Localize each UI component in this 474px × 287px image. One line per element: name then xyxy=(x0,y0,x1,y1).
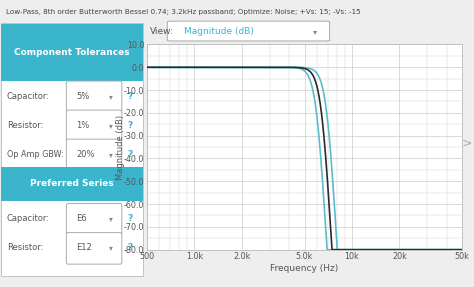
Y-axis label: Magnitude (dB): Magnitude (dB) xyxy=(117,115,126,180)
Text: ?: ? xyxy=(128,214,133,223)
Text: Low-Pass, 8th order Butterworth Bessel 0.74; 3.2kHz passband; Optimize: Noise; +: Low-Pass, 8th order Butterworth Bessel 0… xyxy=(6,9,360,15)
Text: View:: View: xyxy=(149,28,173,36)
FancyBboxPatch shape xyxy=(66,203,122,235)
Text: E6: E6 xyxy=(76,214,87,223)
FancyBboxPatch shape xyxy=(66,110,122,142)
Text: Capacitor:: Capacitor: xyxy=(7,92,50,101)
Text: ?: ? xyxy=(128,150,133,159)
Text: Preferred Series: Preferred Series xyxy=(30,179,114,188)
FancyBboxPatch shape xyxy=(1,23,143,276)
Text: Capacitor:: Capacitor: xyxy=(7,214,50,223)
Text: Component Tolerances: Component Tolerances xyxy=(14,48,130,57)
Text: ?: ? xyxy=(128,121,133,130)
Text: ▾: ▾ xyxy=(109,121,113,130)
Text: Magnitude (dB): Magnitude (dB) xyxy=(183,28,254,36)
FancyBboxPatch shape xyxy=(66,81,122,113)
Text: 20%: 20% xyxy=(76,150,95,159)
Text: ▾: ▾ xyxy=(109,243,113,252)
Text: 1%: 1% xyxy=(76,121,90,130)
Text: Op Amp GBW:: Op Amp GBW: xyxy=(7,150,63,159)
Text: ?: ? xyxy=(128,92,133,101)
Text: ?: ? xyxy=(128,243,133,252)
FancyBboxPatch shape xyxy=(167,21,329,41)
Text: ▾: ▾ xyxy=(109,92,113,101)
Text: E12: E12 xyxy=(76,243,92,252)
X-axis label: Frequency (Hz): Frequency (Hz) xyxy=(271,264,338,273)
Text: ▾: ▾ xyxy=(109,214,113,223)
Text: Resistor:: Resistor: xyxy=(7,121,43,130)
FancyBboxPatch shape xyxy=(66,139,122,171)
Text: 5%: 5% xyxy=(76,92,90,101)
FancyBboxPatch shape xyxy=(66,232,122,264)
Text: >: > xyxy=(462,137,472,150)
Text: ▾: ▾ xyxy=(109,150,113,159)
Text: Resistor:: Resistor: xyxy=(7,243,43,252)
FancyBboxPatch shape xyxy=(1,167,143,201)
Text: ▾: ▾ xyxy=(313,28,318,36)
FancyBboxPatch shape xyxy=(1,24,143,81)
